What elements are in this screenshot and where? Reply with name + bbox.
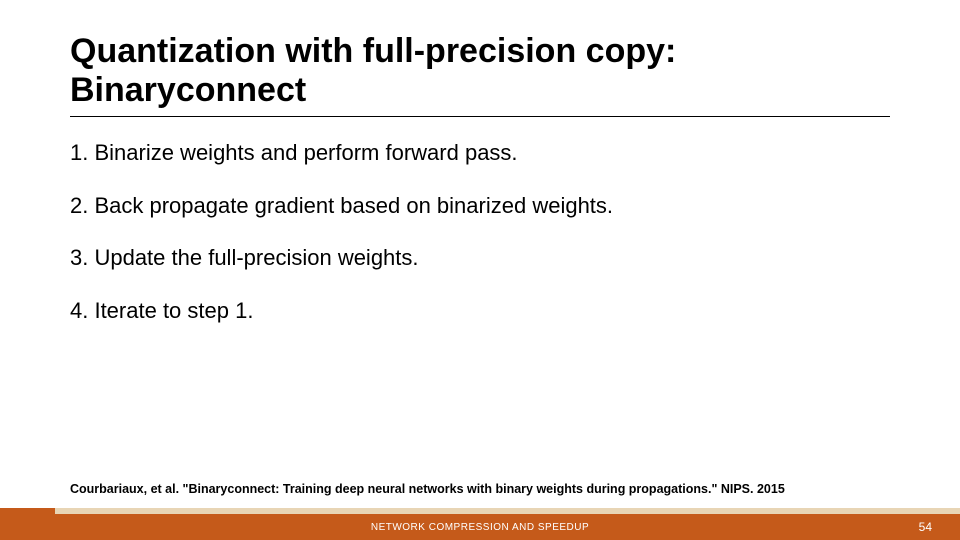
footer-text: NETWORK COMPRESSION AND SPEEDUP	[371, 522, 589, 533]
steps-list: 1. Binarize weights and perform forward …	[70, 139, 890, 325]
step-item: 3. Update the full-precision weights.	[70, 244, 890, 273]
step-item: 2. Back propagate gradient based on bina…	[70, 192, 890, 221]
citation-text: Courbariaux, et al. "Binaryconnect: Trai…	[70, 482, 785, 496]
slide-title: Quantization with full-precision copy: B…	[70, 32, 890, 117]
step-item: 1. Binarize weights and perform forward …	[70, 139, 890, 168]
page-number: 54	[919, 520, 932, 534]
footer-bar: NETWORK COMPRESSION AND SPEEDUP 54	[0, 514, 960, 540]
step-item: 4. Iterate to step 1.	[70, 297, 890, 326]
slide-container: Quantization with full-precision copy: B…	[0, 0, 960, 540]
